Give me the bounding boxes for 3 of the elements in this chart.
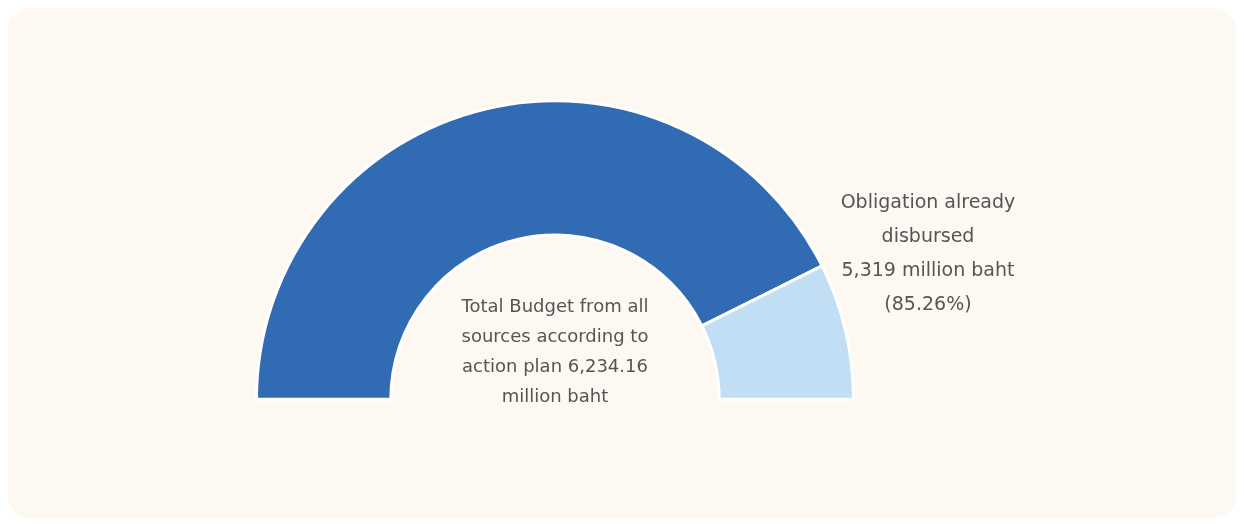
slice-label: Obligation already disbursed — [839, 189, 1017, 248]
data-label: 5,319 million baht (85.26%) — [840, 257, 1016, 316]
text: Total Budget from all sources according to action plan 6,234.16 million baht — [460, 294, 650, 408]
